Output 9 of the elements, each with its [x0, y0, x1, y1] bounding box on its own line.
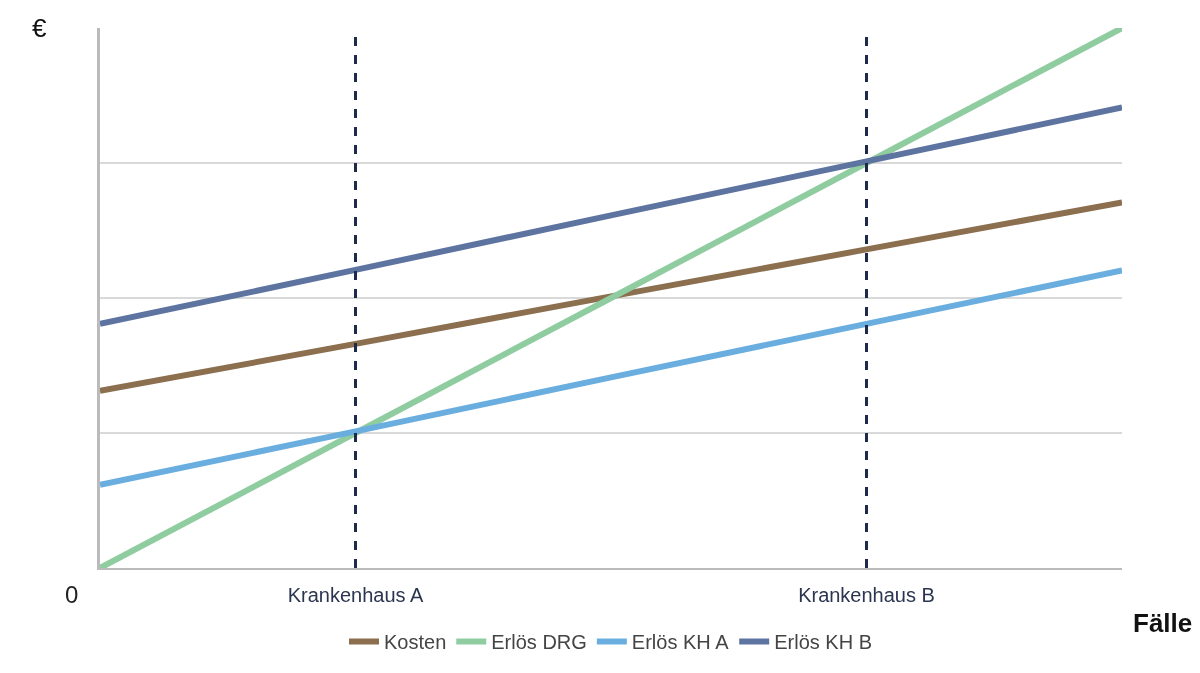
- x-tick-label: Krankenhaus B: [798, 584, 935, 606]
- legend-label: Erlös KH B: [774, 631, 873, 654]
- legend-label: Erlös KH A: [631, 631, 730, 654]
- text: 0: [65, 581, 79, 608]
- x-axis-title: Fälle: [1133, 608, 1193, 638]
- legend-label: Erlös DRG: [491, 631, 587, 654]
- y-axis-title: €: [32, 13, 47, 43]
- x-tick-label: Krankenhaus A: [287, 584, 424, 606]
- legend-label: Kosten: [384, 631, 447, 654]
